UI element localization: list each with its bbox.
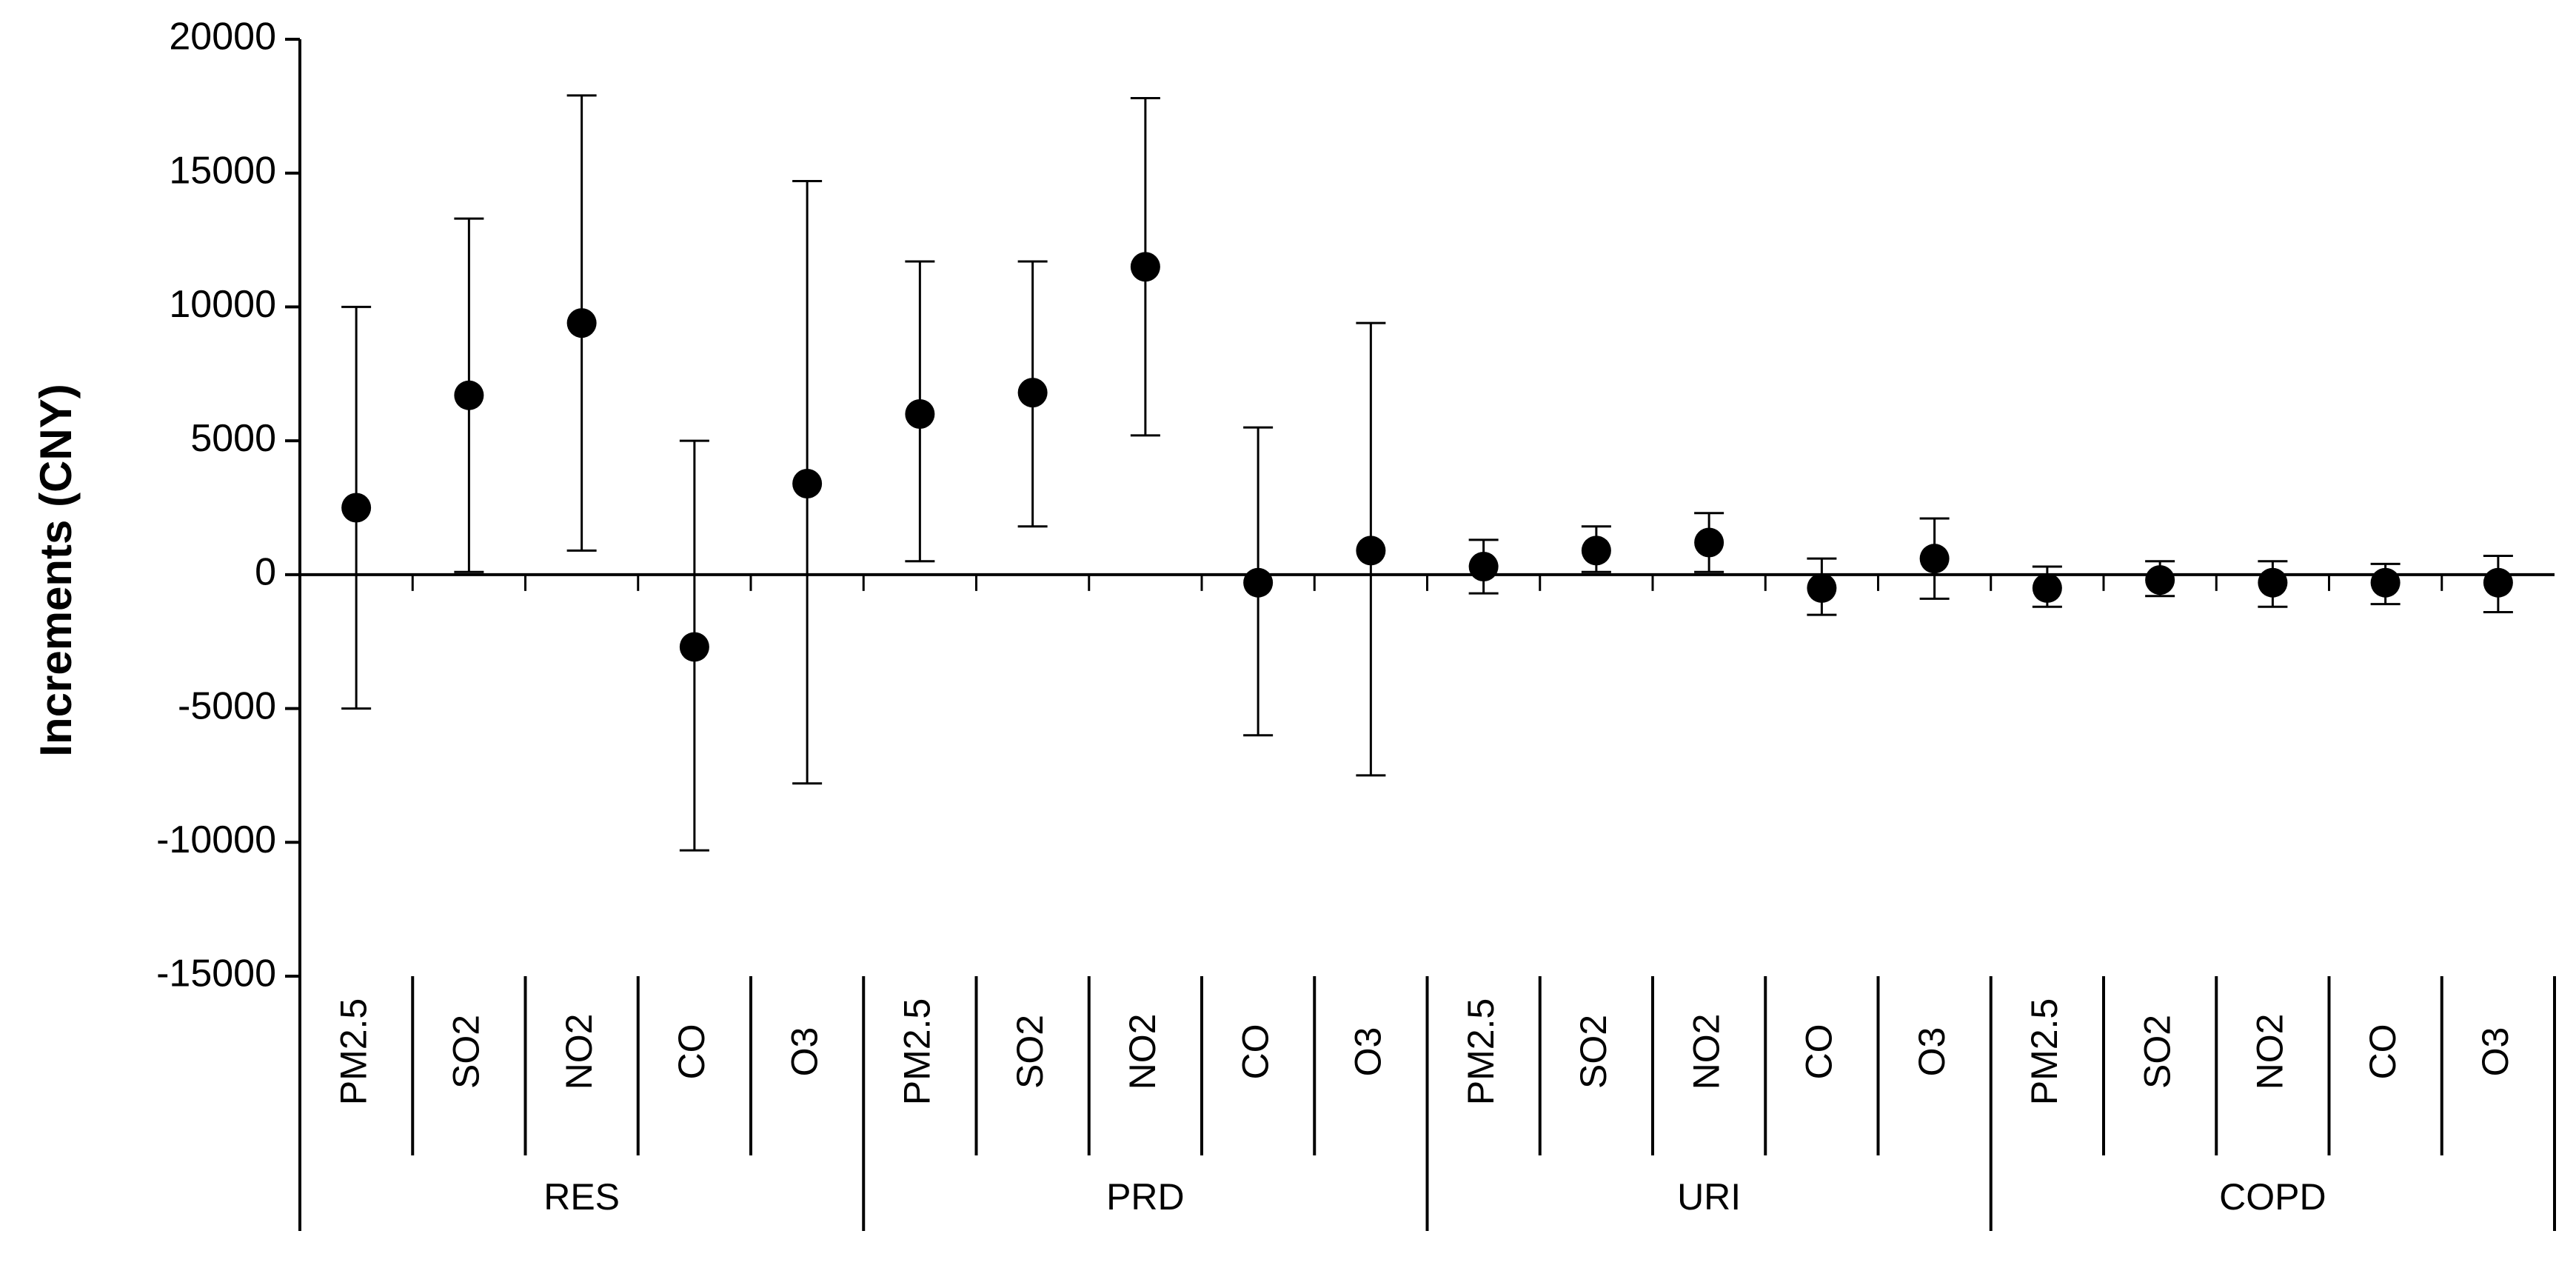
category-label: CO <box>1799 1024 1840 1080</box>
group-label: RES <box>543 1176 620 1218</box>
category-label: NO2 <box>1685 1014 1727 1090</box>
data-point <box>1919 544 1950 574</box>
category-label: O3 <box>783 1027 825 1077</box>
y-axis-label: Increments (CNY) <box>31 384 81 756</box>
category-label: NO2 <box>1122 1014 1163 1090</box>
data-point <box>1581 535 1611 566</box>
group-label: PRD <box>1106 1176 1185 1218</box>
data-point <box>1807 573 1837 603</box>
plot-area: 20000 15000 10000 5000 0 -5000 -10000 -15000 PM2… <box>156 16 2556 1231</box>
category-label: PM2.5 <box>897 998 938 1106</box>
category-label: SO2 <box>446 1015 487 1089</box>
data-point <box>1356 535 1386 566</box>
y-tick-label: 5000 <box>190 417 276 460</box>
data-point <box>2483 567 2513 598</box>
category-label: O3 <box>1911 1027 1953 1077</box>
category-label: NO2 <box>558 1014 600 1090</box>
data-point <box>2370 567 2401 598</box>
category-label: CO <box>1234 1024 1276 1080</box>
category-label: PM2.5 <box>1460 998 1502 1106</box>
category-label: SO2 <box>2136 1015 2178 1089</box>
category-label: SO2 <box>1573 1015 1614 1089</box>
category-label: O3 <box>1348 1027 1389 1077</box>
data-point <box>2145 565 2175 595</box>
data-point <box>905 399 935 429</box>
category-label: NO2 <box>2249 1014 2291 1090</box>
data-point <box>2032 573 2062 603</box>
category-label: O3 <box>2475 1027 2516 1077</box>
data-point <box>454 380 484 410</box>
data-point <box>566 308 597 338</box>
y-tick-label: -10000 <box>156 818 276 861</box>
data-point <box>1694 527 1724 558</box>
data-point <box>1017 378 1048 408</box>
data-point <box>341 493 372 523</box>
y-tick-label: 10000 <box>169 283 276 326</box>
category-label: PM2.5 <box>2024 998 2065 1106</box>
group-label: COPD <box>2219 1176 2326 1218</box>
data-point <box>1130 252 1160 282</box>
y-tick-label: 0 <box>255 551 276 594</box>
y-tick-label: 20000 <box>169 16 276 59</box>
data-point <box>679 632 709 662</box>
category-label: SO2 <box>1009 1015 1051 1089</box>
data-point <box>1468 552 1499 582</box>
group-label: URI <box>1677 1176 1741 1218</box>
y-tick-label: -5000 <box>178 684 276 727</box>
data-point <box>1243 567 1274 598</box>
category-label: CO <box>2362 1024 2403 1080</box>
category-label: PM2.5 <box>332 998 374 1106</box>
category-label: CO <box>671 1024 712 1080</box>
data-point <box>2258 567 2288 598</box>
data-point <box>792 468 823 498</box>
y-tick-label: 15000 <box>169 149 276 192</box>
y-tick-label: -15000 <box>156 952 276 995</box>
